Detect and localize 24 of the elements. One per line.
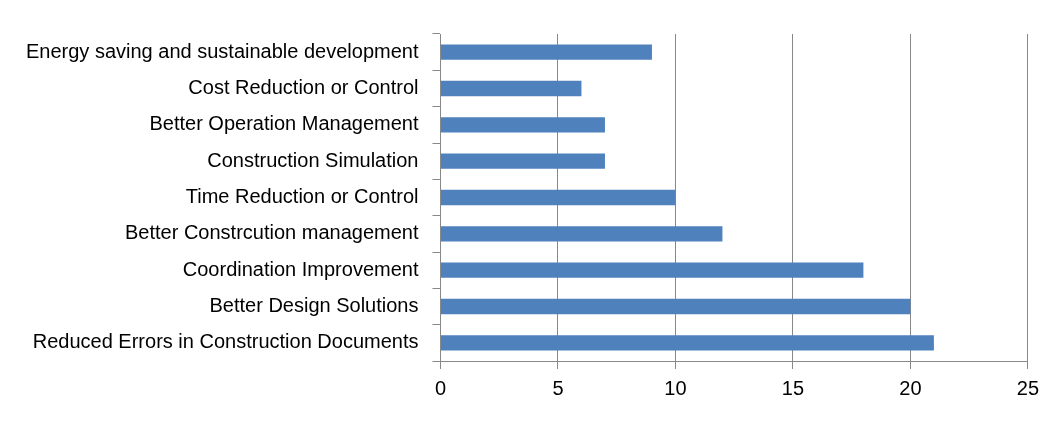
x-tick-label: 15	[781, 376, 805, 399]
y-tick-label: Construction Simulation	[207, 148, 419, 171]
bar	[440, 262, 864, 278]
y-tick-label: Energy saving and sustainable development	[26, 39, 419, 62]
bar	[440, 189, 676, 206]
bar	[440, 226, 723, 242]
bar	[440, 80, 582, 97]
x-tick-label: 0	[434, 376, 447, 399]
x-tick-label: 25	[1016, 376, 1039, 399]
bar	[440, 153, 605, 169]
x-tick-label: 5	[552, 376, 564, 399]
y-tick-label: Time Reduction or Control	[185, 185, 419, 208]
bar	[440, 335, 934, 351]
y-tick-label: Better Operation Management	[149, 112, 419, 135]
y-tick-label: Cost Reduction or Control	[188, 76, 419, 99]
y-tick-label: Better Design Solutions	[209, 294, 419, 317]
x-tick-label: 20	[899, 376, 922, 399]
y-tick-label: Coordination Improvement	[182, 257, 419, 280]
y-tick-label: Reduced Errors in Construction Documents	[32, 330, 419, 353]
bar	[440, 44, 652, 60]
y-tick-label: Better Constrcution management	[124, 221, 419, 244]
x-tick-label: 10	[664, 376, 687, 399]
bar	[440, 298, 911, 315]
bar	[440, 117, 605, 133]
